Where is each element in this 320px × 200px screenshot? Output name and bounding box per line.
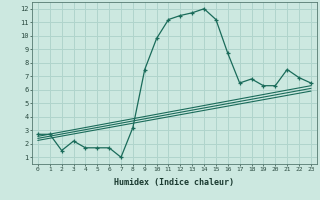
X-axis label: Humidex (Indice chaleur): Humidex (Indice chaleur) — [115, 178, 234, 187]
